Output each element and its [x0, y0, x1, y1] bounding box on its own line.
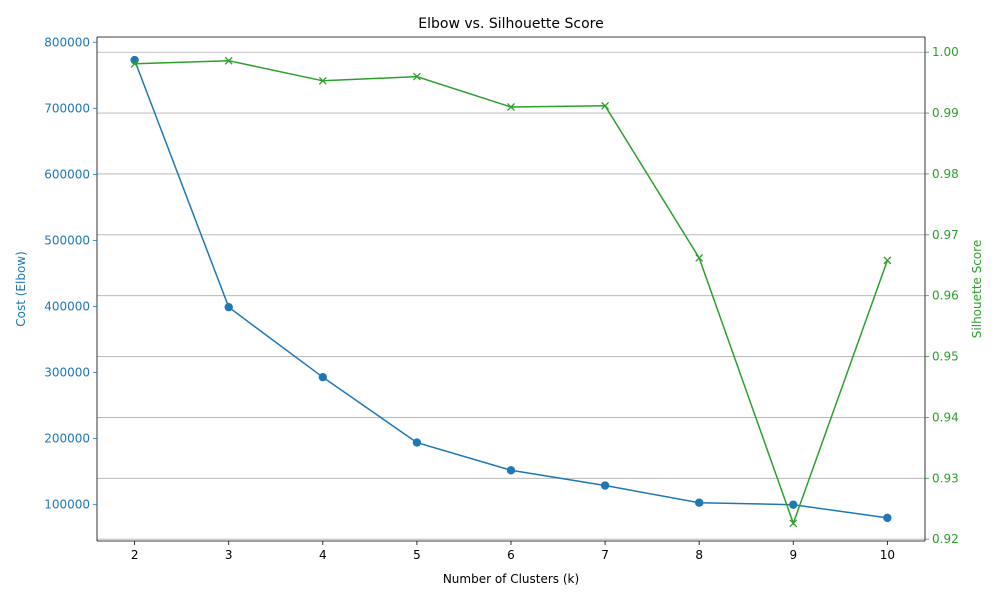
data-point	[224, 302, 233, 312]
grid-layer	[97, 51, 925, 540]
data-point	[412, 72, 421, 81]
right-tick-label: 0.94	[932, 410, 959, 424]
data-point	[695, 253, 704, 262]
axes-layer: 2 3 4 5 6 7 8 9 10 100000 200000 300000 400000 500000…	[44, 35, 959, 562]
x-tick-label: 2	[131, 548, 139, 562]
x-tick-label: 6	[507, 548, 515, 562]
right-tick-label: 0.98	[932, 167, 959, 181]
series-layer	[130, 55, 892, 528]
data-point	[600, 481, 610, 490]
right-axis-title: Silhouette Score	[970, 240, 984, 338]
data-point	[506, 466, 516, 475]
data-point	[318, 76, 327, 85]
right-tick-label: 0.96	[932, 289, 959, 303]
x-tick-label: 8	[695, 548, 703, 562]
left-axis-title: Cost (Elbow)	[14, 251, 28, 327]
right-tick-label: 0.97	[932, 228, 959, 242]
data-point	[789, 500, 798, 509]
right-tick-label: 1.00	[932, 45, 959, 59]
data-point	[507, 103, 515, 111]
x-tick-label: 7	[601, 548, 609, 562]
left-tick-label: 700000	[44, 101, 90, 115]
left-tick-label: 400000	[44, 300, 90, 314]
data-point	[130, 59, 139, 68]
series-line-0	[133, 59, 888, 519]
data-point	[883, 256, 892, 265]
data-point	[318, 372, 328, 382]
right-tick-label: 0.93	[932, 471, 959, 485]
data-point	[601, 101, 610, 110]
x-tick-label: 4	[319, 548, 327, 562]
data-point	[412, 438, 422, 447]
left-tick-label: 500000	[44, 233, 90, 247]
x-tick-label: 9	[789, 548, 797, 562]
right-tick-label: 0.95	[932, 350, 959, 364]
x-tick-label: 10	[880, 548, 895, 562]
data-point	[789, 519, 798, 528]
x-axis-title: Number of Clusters (k)	[443, 572, 579, 586]
left-tick-label: 200000	[44, 432, 90, 446]
data-point	[694, 498, 704, 507]
x-tick-label: 3	[225, 548, 233, 562]
right-tick-label: 0.92	[932, 532, 959, 546]
data-point	[883, 513, 892, 523]
right-tick-label: 0.99	[932, 106, 959, 120]
left-tick-label: 100000	[44, 498, 90, 512]
left-tick-label: 300000	[44, 366, 90, 380]
left-tick-label: 600000	[44, 167, 90, 181]
data-point	[224, 56, 233, 65]
chart-title: Elbow vs. Silhouette Score	[418, 16, 603, 32]
series-line-1	[134, 59, 889, 526]
x-tick-label: 5	[413, 548, 421, 562]
left-tick-label: 800000	[44, 35, 90, 49]
